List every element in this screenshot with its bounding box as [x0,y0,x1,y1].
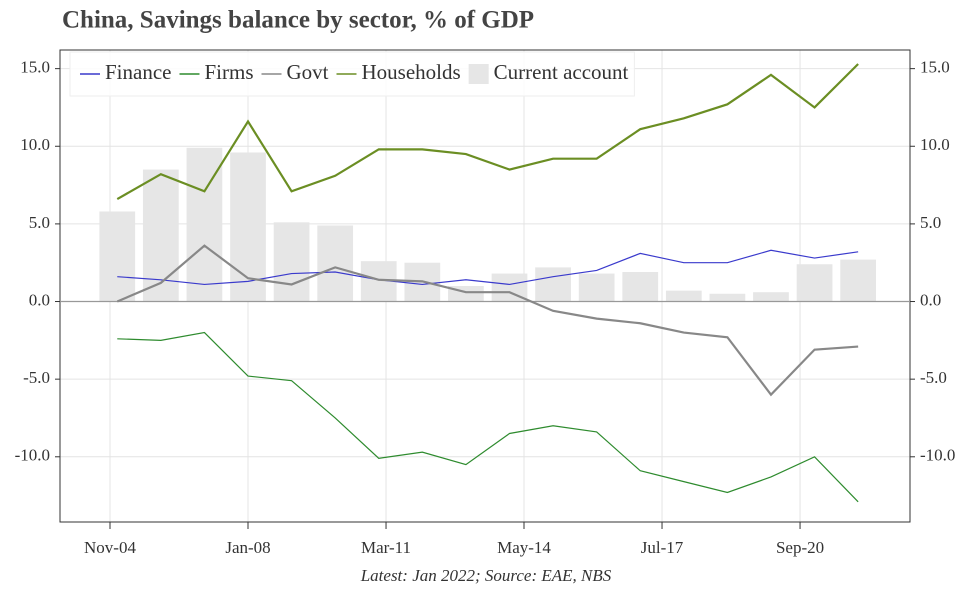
y2-tick-label: 5.0 [920,213,941,232]
chart-title: China, Savings balance by sector, % of G… [62,7,534,34]
bar [317,225,354,302]
y-tick-label: -5.0 [23,368,50,387]
x-tick-label: Jul-17 [641,538,684,557]
series-line [117,331,859,503]
series-line [117,249,859,286]
source-note: Latest: Jan 2022; Source: EAE, NBS [360,566,612,585]
legend-swatch [468,64,489,84]
y2-tick-label: -10.0 [920,446,955,465]
bar [273,222,310,302]
y2-tick-label: 10.0 [920,135,950,154]
bar [622,272,659,302]
bar [840,259,877,302]
y2-tick-label: -5.0 [920,368,947,387]
bar [709,293,746,302]
y-tick-label: 15.0 [20,58,50,77]
x-tick-label: Jan-08 [225,538,270,557]
legend: Finance Firms Govt Households Current accoun… [69,51,635,97]
series-line [116,63,859,201]
x-tick-label: Sep-20 [776,538,824,557]
bar [578,273,615,302]
legend-label: Firms [204,60,253,84]
x-tick-label: May-14 [497,538,551,557]
bar [753,292,789,302]
legend-label: Households [362,60,461,84]
x-tick-label: Mar-11 [361,538,411,557]
bar [665,290,702,302]
bar [99,211,136,302]
y2-tick-label: 15.0 [920,58,950,77]
bar [230,152,266,302]
legend-label: Finance [105,60,171,84]
series-line [116,244,859,397]
plot-frame [59,49,911,523]
bar [796,264,833,302]
legend-label: Govt [287,60,329,84]
bar [535,267,571,302]
y-tick-label: 0.0 [29,290,50,309]
y-tick-label: 10.0 [20,135,50,154]
y2-tick-label: 0.0 [920,290,941,309]
y-tick-label: 5.0 [29,213,50,232]
x-tick-label: Nov-04 [84,538,136,557]
legend-label: Current account [494,60,629,84]
y-tick-label: -10.0 [15,446,50,465]
